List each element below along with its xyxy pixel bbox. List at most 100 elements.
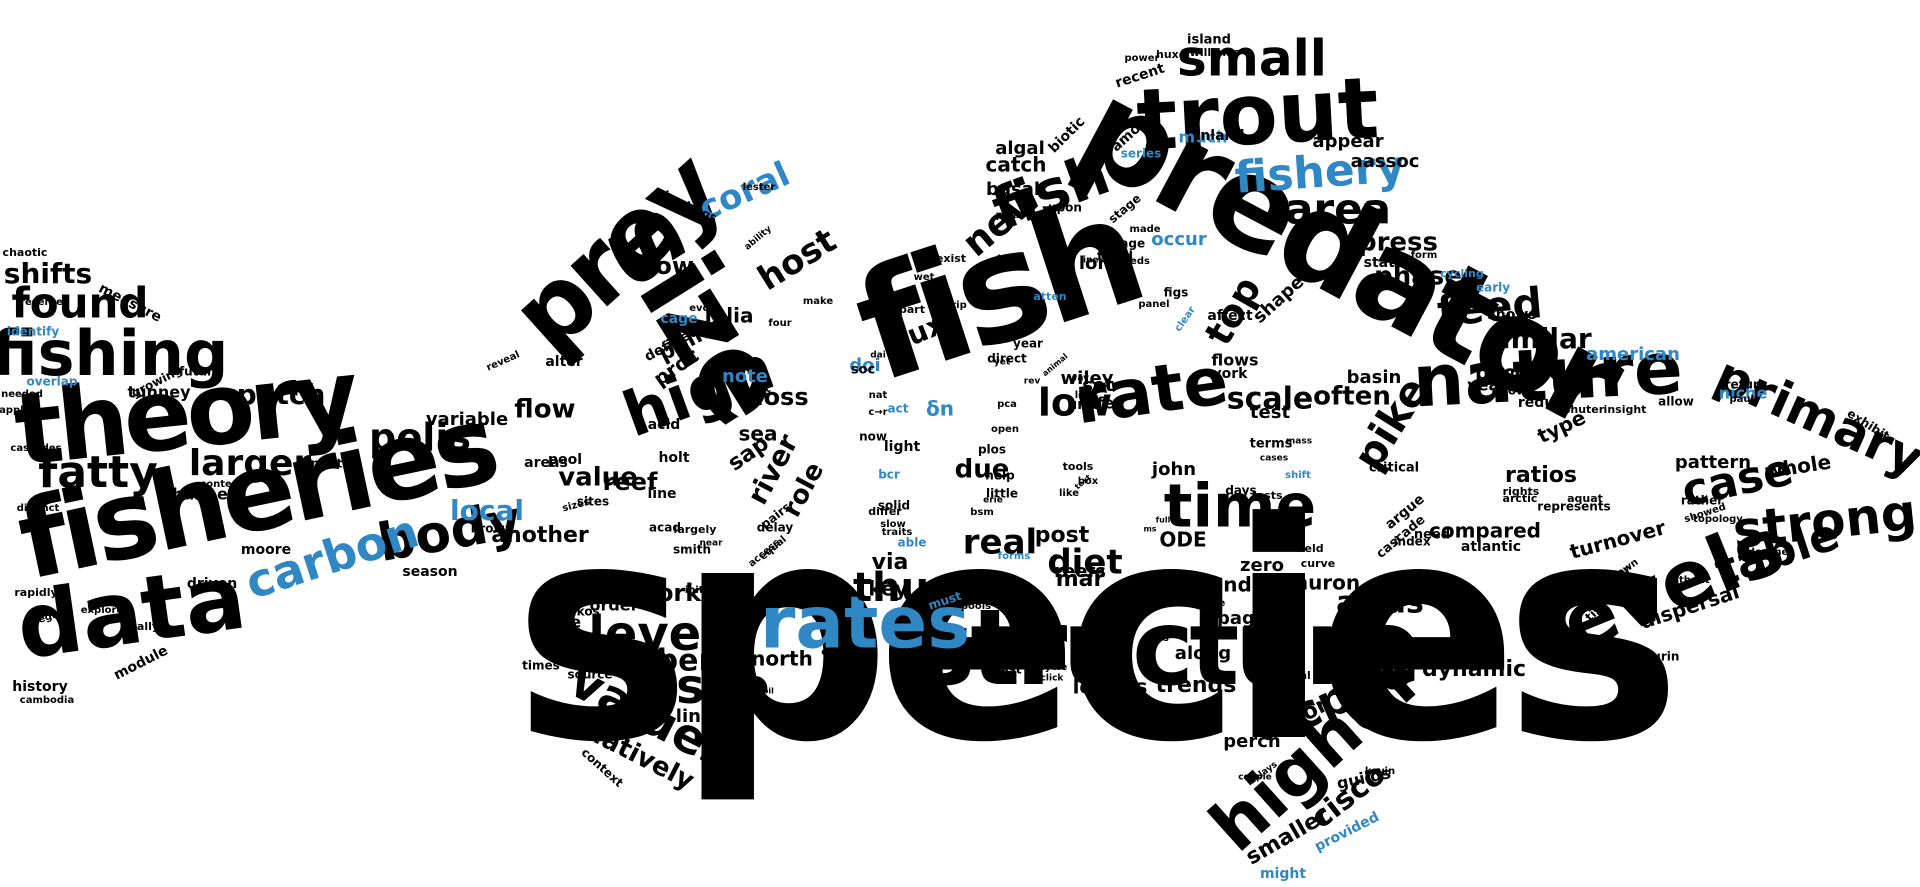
word-future: future xyxy=(179,365,221,379)
word-basal: basal xyxy=(986,179,1040,200)
word-open: open xyxy=(991,424,1019,435)
word-note: note xyxy=(722,366,768,387)
word-polis: polis xyxy=(369,416,471,460)
word-york: york xyxy=(1213,366,1249,382)
word-reduce: reduce xyxy=(1518,395,1572,411)
word-bcr: bcr xyxy=(878,468,900,482)
word-american: american xyxy=(1586,344,1680,365)
word-compared: compared xyxy=(1429,519,1541,543)
word-link: link xyxy=(1075,390,1096,401)
word-without: without xyxy=(1666,575,1710,586)
word-world: world xyxy=(1394,576,1426,587)
word-eventually: eventually xyxy=(1558,646,1618,657)
word-largely: largely xyxy=(674,523,717,536)
word-model: model xyxy=(1437,598,1475,611)
word-field: field xyxy=(1296,542,1323,555)
word-solid: solid xyxy=(878,499,910,513)
word-ocean: ocean xyxy=(821,647,854,658)
word-like: like xyxy=(1059,488,1079,499)
word-work: work xyxy=(635,579,702,607)
word-erie: erie xyxy=(983,496,1003,506)
word-topology: topology xyxy=(1693,514,1743,525)
word-rights: rights xyxy=(1503,485,1540,498)
word-series: series xyxy=(1121,147,1162,161)
word-novel: novel xyxy=(1384,572,1415,583)
word-fishery: fishery xyxy=(1233,141,1407,204)
word-ability: ability xyxy=(743,224,774,252)
word-forms: forms xyxy=(998,551,1031,562)
word-panel: panel xyxy=(1138,299,1169,310)
word-distinct: distinct xyxy=(17,503,60,514)
word-evol: evol xyxy=(689,303,713,314)
word-tonle: tonle xyxy=(541,630,582,646)
word-variable: variable xyxy=(426,409,508,430)
word-least: least xyxy=(988,663,1021,677)
word-ode: ODE xyxy=(1159,528,1206,552)
word-reef: reef xyxy=(603,468,658,496)
word-years: years xyxy=(1467,376,1517,395)
word-even: even xyxy=(893,651,947,675)
word-pool: pool xyxy=(548,452,582,468)
word-set: set xyxy=(1082,375,1114,396)
word-shurin: shurin xyxy=(1637,650,1680,664)
word-curve: curve xyxy=(1301,557,1335,570)
word-feed: feed xyxy=(1435,278,1544,336)
word-oikos: oikos xyxy=(564,605,599,619)
word-sea: sea xyxy=(739,422,778,446)
word-history: history xyxy=(12,679,67,695)
word-letters: letters xyxy=(1073,675,1148,699)
word-cases: cases xyxy=(1260,454,1288,464)
word-found: found xyxy=(12,279,149,328)
word-click: click xyxy=(1041,674,1065,684)
word-part: part xyxy=(899,303,925,316)
word-order: order xyxy=(589,596,638,615)
word-direct: direct xyxy=(987,352,1027,366)
word-shuter: shuter xyxy=(1564,403,1605,416)
word-white: white xyxy=(983,291,1011,301)
word-nature: nature xyxy=(1411,326,1685,424)
word-box: box xyxy=(1078,476,1099,487)
word-wet: wet xyxy=(914,272,935,283)
word-bay: bay xyxy=(931,320,952,331)
word-channel: channel xyxy=(163,485,234,504)
word-arctic: arctic xyxy=(1503,492,1538,505)
word-north: north xyxy=(751,647,813,671)
word-linear: linear xyxy=(676,706,735,727)
word-via: via xyxy=(872,550,909,575)
word-pca: pca xyxy=(997,399,1017,410)
word-able: able xyxy=(898,536,927,550)
word-driven: driven xyxy=(187,576,237,592)
word-dai: dai xyxy=(870,351,886,361)
word-couple: couple xyxy=(1238,773,1272,783)
word-soc: soc xyxy=(851,363,875,378)
word-phase: phase xyxy=(1374,262,1462,292)
word-number: number xyxy=(583,644,714,679)
word-represents: represents xyxy=(1537,500,1610,514)
word-tend: tend xyxy=(1200,573,1252,597)
word-low: low xyxy=(1038,381,1112,425)
word-see: see xyxy=(676,659,770,715)
word-perch: perch xyxy=(1223,731,1280,752)
word-zone: zone xyxy=(1199,598,1226,609)
word-central: central xyxy=(1267,669,1311,682)
word-post: post xyxy=(1035,523,1090,548)
word-mar: mar xyxy=(1056,567,1105,592)
word-light: light xyxy=(884,439,921,455)
word-area: area xyxy=(1285,185,1391,234)
word-upon: upon xyxy=(1048,201,1082,215)
word-atlantic: atlantic xyxy=(1461,539,1521,555)
word-overlap: overlap xyxy=(27,375,78,389)
word-cloud-words: speciesfishpredatorstructurefisheriessiz… xyxy=(0,30,1920,883)
word-tests: tests xyxy=(1251,489,1283,502)
word-diet: diet xyxy=(1047,543,1122,583)
word-shift: shift xyxy=(1285,470,1311,481)
word-little: little xyxy=(986,487,1018,501)
word-brown: brown xyxy=(471,522,513,536)
word-made: made xyxy=(1129,224,1160,235)
word-tools: tools xyxy=(1063,460,1094,473)
word-julia: Julia xyxy=(703,304,754,328)
word-moore: moore xyxy=(241,542,291,558)
word-pauly: pauly xyxy=(1730,394,1761,405)
word-aquat: aquat xyxy=(1567,492,1603,505)
word-long: long xyxy=(1079,253,1123,274)
